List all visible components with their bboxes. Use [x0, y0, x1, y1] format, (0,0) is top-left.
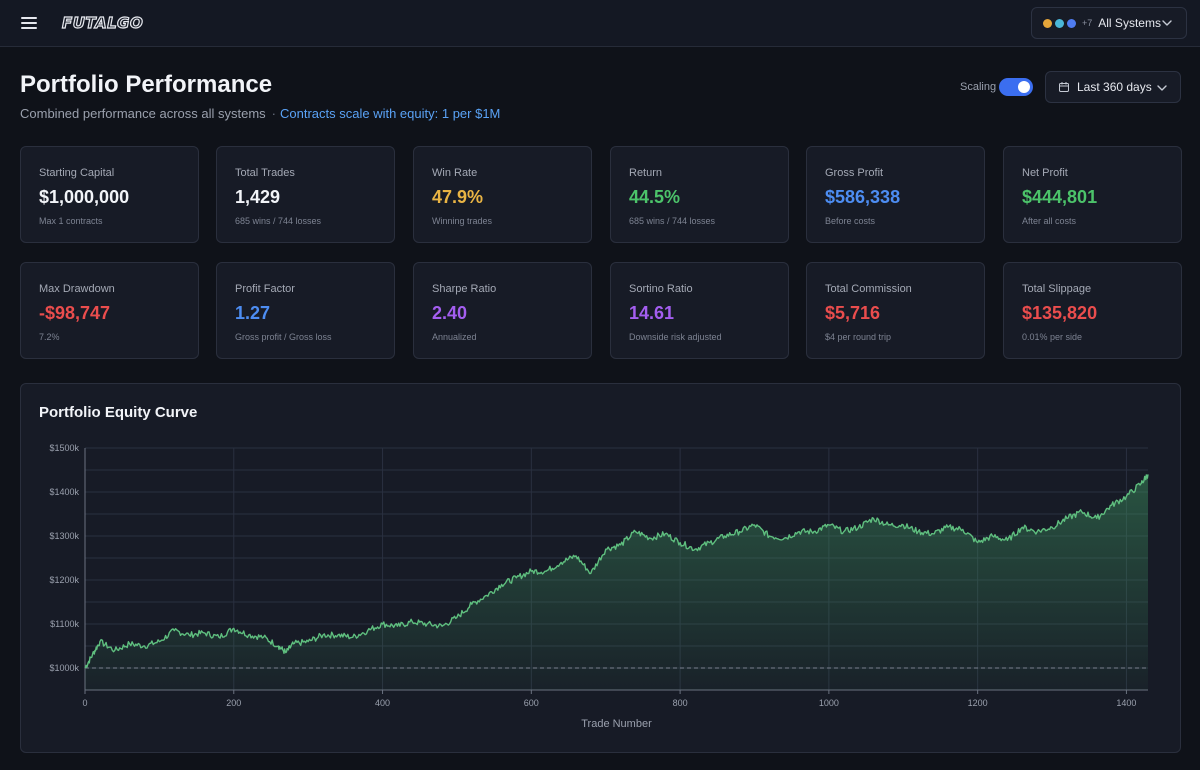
app-logo: FUTALGO: [61, 13, 144, 32]
metric-card: Total Slippage $135,820 0.01% per side: [1003, 262, 1182, 359]
date-range-select[interactable]: Last 360 days: [1045, 71, 1181, 103]
metric-subtext: After all costs: [1022, 216, 1077, 226]
y-tick-label: $1000k: [49, 663, 79, 673]
metric-label: Total Commission: [825, 283, 912, 295]
page-title: Portfolio Performance: [20, 71, 273, 98]
metric-value: 1.27: [235, 303, 271, 323]
metric-subtext: Annualized: [432, 332, 477, 342]
y-tick-label: $1500k: [49, 443, 79, 453]
metric-value: $586,338: [825, 187, 901, 207]
metric-value: 2.40: [432, 303, 468, 323]
x-tick-label: 1400: [1116, 698, 1136, 708]
x-tick-label: 400: [375, 698, 390, 708]
metric-value: -$98,747: [39, 303, 111, 323]
x-tick-label: 1200: [968, 698, 988, 708]
y-tick-label: $1400k: [49, 487, 79, 497]
calendar-icon: [1059, 82, 1069, 92]
metric-card: Net Profit $444,801 After all costs: [1003, 146, 1182, 243]
more-systems-count: +7: [1082, 18, 1093, 28]
chart-title: Portfolio Equity Curve: [39, 404, 198, 421]
subtitle-separator: ·: [271, 106, 276, 121]
x-axis-label: Trade Number: [581, 718, 652, 730]
x-tick-label: 600: [524, 698, 539, 708]
metric-label: Gross Profit: [825, 167, 884, 179]
y-tick-label: $1300k: [49, 531, 79, 541]
system-dot-2: [1055, 18, 1064, 28]
metric-subtext: $4 per round trip: [825, 332, 892, 342]
x-tick-label: 200: [226, 698, 241, 708]
hamburger-menu-icon[interactable]: [19, 14, 39, 32]
metric-card: Sortino Ratio 14.61 Downside risk adjusted: [610, 262, 789, 359]
metric-card: Total Trades 1,429 685 wins / 744 losses: [216, 146, 395, 243]
top-bar: FUTALGO +7 All Systems: [0, 0, 1200, 47]
equity-line: [84, 474, 1149, 669]
equity-chart-panel: Portfolio Equity Curve $1000k $1100k $1200…: [20, 383, 1181, 753]
system-dot-3: [1067, 18, 1076, 28]
metric-subtext: 685 wins / 744 losses: [235, 216, 322, 226]
metric-card: Gross Profit $586,338 Before costs: [806, 146, 985, 243]
metric-card: Max Drawdown -$98,747 7.2%: [20, 262, 199, 359]
metric-subtext: 7.2%: [39, 332, 60, 342]
scale-note: Contracts scale with equity: 1 per $1M: [280, 106, 501, 121]
x-tick-label: 0: [82, 698, 87, 708]
metric-label: Profit Factor: [235, 283, 295, 295]
date-range-label: Last 360 days: [1077, 80, 1152, 94]
metric-card: Return 44.5% 685 wins / 744 losses: [610, 146, 789, 243]
metric-value: 44.5%: [629, 187, 681, 207]
chevron-down-icon: [1162, 20, 1172, 26]
metric-subtext: Max 1 contracts: [39, 216, 103, 226]
metric-label: Total Slippage: [1022, 283, 1092, 295]
page-subtitle: Combined performance across all systems ·…: [20, 106, 500, 121]
metric-card: Profit Factor 1.27 Gross profit / Gross lo…: [216, 262, 395, 359]
equity-chart: $1000k $1100k $1200k $1300k $1400k $1500k 0 200…: [49, 443, 1149, 730]
metric-value: 1,429: [235, 187, 281, 207]
metric-label: Sortino Ratio: [629, 283, 693, 295]
metric-card: Starting Capital $1,000,000 Max 1 contract…: [20, 146, 199, 243]
metric-label: Net Profit: [1022, 167, 1068, 179]
metric-value: 47.9%: [432, 187, 484, 207]
subtitle-text: Combined performance across all systems: [20, 106, 266, 121]
metric-value: $135,820: [1022, 303, 1098, 323]
metric-subtext: Winning trades: [432, 216, 493, 226]
metric-card: Total Commission $5,716 $4 per round trip: [806, 262, 985, 359]
scaling-toggle[interactable]: [999, 78, 1033, 96]
y-tick-label: $1200k: [49, 575, 79, 585]
y-tick-label: $1100k: [50, 619, 79, 629]
metric-value: $444,801: [1022, 187, 1098, 207]
equity-area: [85, 474, 1148, 690]
toggle-knob: [1018, 81, 1030, 93]
metric-card: Win Rate 47.9% Winning trades: [413, 146, 592, 243]
system-select[interactable]: +7 All Systems: [1031, 7, 1187, 39]
metric-label: Max Drawdown: [39, 283, 115, 295]
x-tick-label: 800: [673, 698, 688, 708]
metric-value: $5,716: [825, 303, 881, 323]
metric-label: Starting Capital: [39, 167, 115, 179]
metric-value: $1,000,000: [39, 187, 130, 207]
metric-subtext: 0.01% per side: [1022, 332, 1083, 342]
metric-subtext: Downside risk adjusted: [629, 332, 722, 342]
system-select-label: All Systems: [1098, 16, 1161, 30]
metric-value: 14.61: [629, 303, 675, 323]
metric-label: Return: [629, 167, 663, 179]
metric-label: Total Trades: [235, 167, 295, 179]
scaling-label: Scaling: [960, 81, 997, 93]
metric-subtext: Before costs: [825, 216, 876, 226]
metric-card: Sharpe Ratio 2.40 Annualized: [413, 262, 592, 359]
x-tick-label: 1000: [819, 698, 839, 708]
metric-label: Sharpe Ratio: [432, 283, 497, 295]
metric-subtext: Gross profit / Gross loss: [235, 332, 332, 342]
system-dot-1: [1043, 18, 1052, 28]
metric-label: Win Rate: [432, 167, 478, 179]
chevron-down-icon: [1157, 85, 1167, 91]
metric-subtext: 685 wins / 744 losses: [629, 216, 716, 226]
